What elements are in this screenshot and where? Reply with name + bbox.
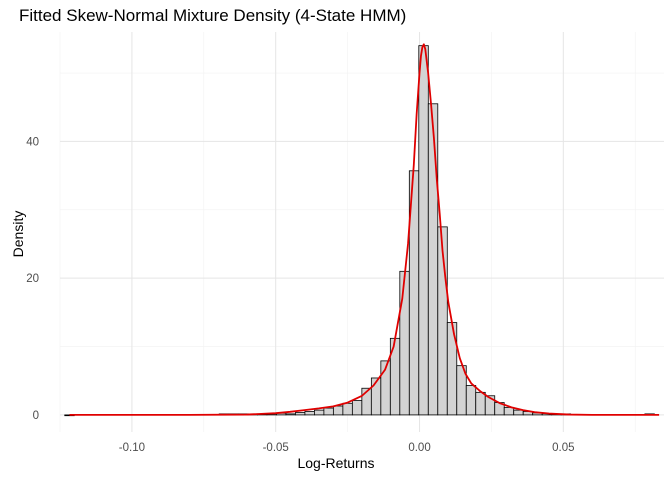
histogram-bar — [295, 412, 306, 416]
x-tick-label: 0.05 — [552, 442, 574, 454]
histogram-bars — [64, 45, 655, 417]
x-tick-label: -0.10 — [119, 442, 145, 454]
histogram-bar — [399, 270, 410, 416]
histogram-bar — [503, 406, 515, 416]
histogram-bar — [304, 411, 315, 416]
histogram-bar — [313, 409, 325, 416]
x-tick-label: 0.00 — [408, 442, 430, 454]
histogram-bar — [285, 413, 296, 416]
x-axis-ticks: -0.10 -0.05 0.00 0.05 — [119, 442, 575, 454]
histogram-bar — [427, 103, 439, 416]
y-axis-label: Density — [10, 210, 26, 258]
density-curve-line — [69, 43, 660, 416]
y-axis-ticks: 0 20 40 — [26, 136, 39, 422]
histogram-bar — [475, 391, 486, 416]
histogram-bar — [323, 407, 334, 416]
histogram-bar — [332, 405, 344, 416]
y-tick-label: 40 — [26, 136, 39, 148]
density-curve — [69, 43, 660, 416]
x-axis-label: Log-Returns — [297, 455, 375, 471]
histogram-bar — [437, 226, 448, 416]
histogram-bar — [465, 385, 477, 416]
histogram-bar — [342, 402, 353, 416]
histogram-bar — [370, 377, 382, 416]
chart-title: Fitted Skew-Normal Mixture Density (4-St… — [19, 6, 407, 25]
x-tick-label: -0.05 — [263, 442, 289, 454]
grid-lines — [59, 32, 664, 432]
histogram-bar — [418, 45, 429, 416]
y-tick-label: 0 — [33, 410, 39, 422]
histogram-bar — [513, 409, 524, 416]
y-tick-label: 20 — [26, 273, 39, 285]
histogram-bar — [351, 400, 363, 416]
